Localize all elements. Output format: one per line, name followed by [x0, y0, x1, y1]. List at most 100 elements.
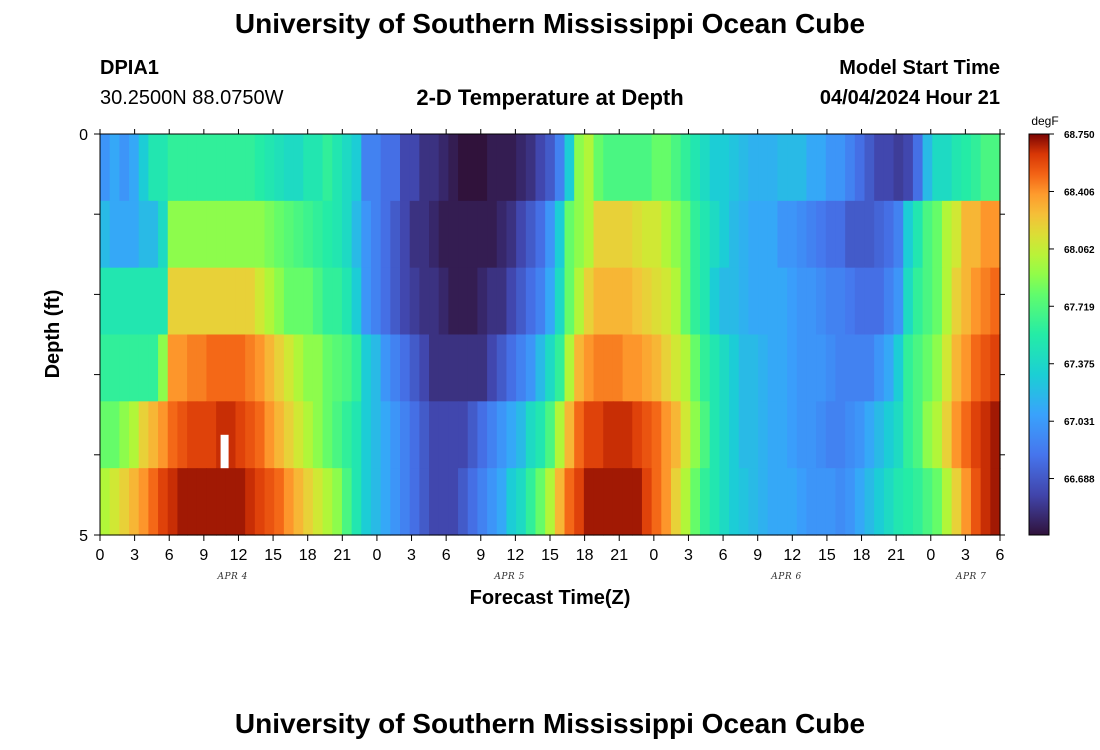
heatmap-cell — [477, 267, 488, 336]
heatmap-cell — [187, 468, 198, 536]
heatmap-cell — [748, 200, 759, 269]
heatmap-cell — [322, 334, 333, 402]
heatmap-cell — [283, 134, 295, 202]
heatmap-cell — [738, 401, 749, 469]
heatmap-cell — [941, 200, 953, 269]
heatmap-cell — [100, 200, 111, 269]
heatmap-cell — [632, 134, 643, 202]
heatmap-cell — [506, 200, 517, 269]
heatmap-cell — [109, 267, 120, 336]
heatmap-cell — [893, 334, 904, 402]
x-tick-label: 6 — [165, 547, 174, 564]
heatmap-cell — [545, 468, 556, 536]
heatmap-cell — [409, 334, 420, 402]
heatmap-cell — [332, 468, 343, 536]
heatmap-cell — [312, 200, 324, 269]
heatmap-cell — [980, 401, 991, 469]
heatmap-cells — [100, 134, 1001, 536]
heatmap-cell — [719, 267, 730, 336]
heatmap-cell — [893, 200, 904, 269]
x-tick-label: 12 — [507, 547, 525, 564]
heatmap-cell — [177, 134, 188, 202]
heatmap-cell — [729, 334, 740, 402]
heatmap-cell — [245, 401, 256, 469]
heatmap-cell — [593, 134, 604, 202]
heatmap-cell — [458, 200, 469, 269]
heatmap-cell — [516, 334, 527, 402]
heatmap-cell — [719, 401, 730, 469]
heatmap-cell — [535, 134, 546, 202]
heatmap-cell — [545, 200, 556, 269]
heatmap-cell — [332, 267, 343, 336]
heatmap-cell — [641, 134, 653, 202]
heatmap-cell — [477, 334, 488, 402]
colorbar-tick-label: 68.062 — [1064, 245, 1095, 256]
heatmap-cell — [419, 401, 430, 469]
heatmap-cell — [312, 468, 324, 536]
heatmap-cell — [893, 401, 904, 469]
heatmap-cell — [361, 334, 372, 402]
heatmap-cell — [632, 267, 643, 336]
heatmap-cell — [274, 401, 285, 469]
heatmap-cell — [583, 401, 595, 469]
heatmap-cell — [767, 334, 779, 402]
heatmap-cell — [254, 468, 266, 536]
heatmap-cell — [351, 334, 362, 402]
heatmap-cell — [729, 134, 740, 202]
heatmap-cell — [980, 267, 991, 336]
heatmap-cell — [477, 134, 488, 202]
heatmap-cell — [719, 468, 730, 536]
heatmap-cell — [525, 401, 537, 469]
heatmap-cell — [661, 267, 672, 336]
heatmap-cell — [883, 200, 895, 269]
heatmap-cell — [758, 267, 769, 336]
heatmap-cell — [854, 468, 866, 536]
heatmap-cell — [380, 200, 391, 269]
heatmap-cell — [796, 334, 808, 402]
heatmap-cell — [922, 334, 933, 402]
heatmap-cell — [332, 134, 343, 202]
heatmap-cell — [835, 267, 846, 336]
heatmap-cell — [700, 267, 711, 336]
heatmap-cell — [825, 334, 837, 402]
heatmap-cell — [593, 200, 604, 269]
heatmap-cell — [196, 267, 208, 336]
date-label: APR 6 — [770, 572, 801, 582]
heatmap-cell — [487, 334, 498, 402]
heatmap-cell — [758, 468, 769, 536]
heatmap-cell — [690, 134, 701, 202]
heatmap-cell — [187, 334, 198, 402]
heatmap-cell — [361, 267, 372, 336]
heatmap-cell — [903, 334, 914, 402]
heatmap-cell — [680, 334, 691, 402]
heatmap-cell — [438, 267, 449, 336]
heatmap-cell — [332, 401, 343, 469]
heatmap-cell — [129, 200, 140, 269]
heatmap-cell — [283, 468, 295, 536]
heatmap-cell — [177, 267, 188, 336]
heatmap-cell — [419, 267, 430, 336]
heatmap-cell — [167, 134, 179, 202]
heatmap-cell — [216, 200, 227, 269]
heatmap-cell — [380, 468, 391, 536]
heatmap-cell — [758, 334, 769, 402]
heatmap-cell — [187, 134, 198, 202]
heatmap-cell — [429, 468, 440, 536]
heatmap-cell — [100, 334, 111, 402]
heatmap-cell — [941, 401, 953, 469]
heatmap-cell — [177, 468, 188, 536]
heatmap-cell — [912, 134, 924, 202]
heatmap-cell — [903, 468, 914, 536]
heatmap-cell — [864, 468, 875, 536]
heatmap-cell — [380, 134, 391, 202]
heatmap-cell — [622, 334, 633, 402]
heatmap-cell — [216, 468, 227, 536]
heatmap-cell — [283, 267, 295, 336]
heatmap-cell — [274, 134, 285, 202]
heatmap-cell — [835, 134, 846, 202]
heatmap-cell — [777, 334, 788, 402]
heatmap-cell — [100, 468, 111, 536]
heatmap-cell — [845, 267, 856, 336]
heatmap-cell — [583, 468, 595, 536]
heatmap-cell — [845, 134, 856, 202]
